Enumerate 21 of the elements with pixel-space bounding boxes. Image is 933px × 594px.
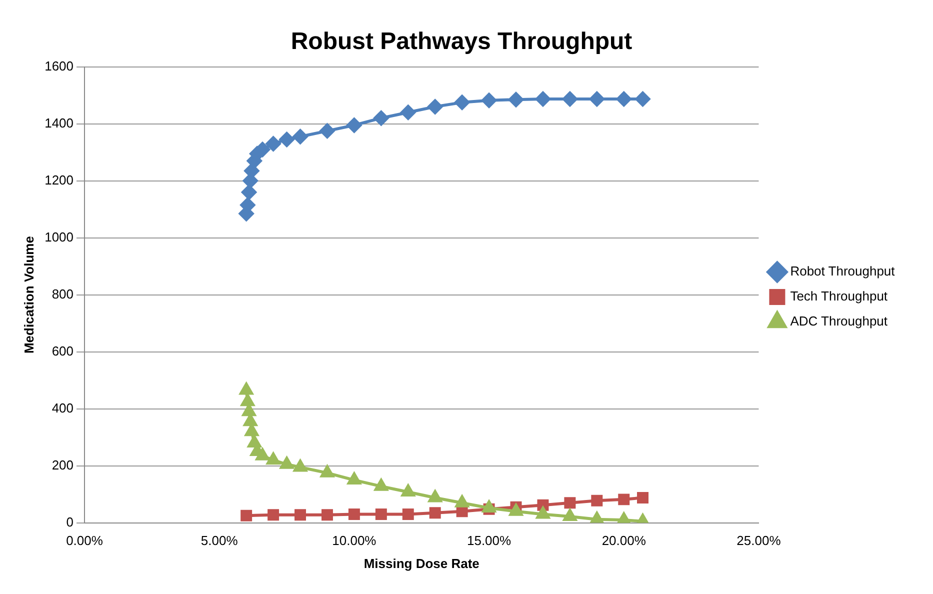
- y-tick-label: 800: [52, 286, 74, 302]
- x-tick-label: 20.00%: [602, 533, 646, 548]
- y-axis-title: Medication Volume: [21, 236, 36, 354]
- legend-label: ADC Throughput: [790, 314, 888, 329]
- y-tick-label: 1600: [44, 58, 74, 74]
- y-tick-label: 1400: [44, 115, 74, 130]
- y-tick-label: 400: [52, 400, 74, 416]
- x-tick-label: 10.00%: [332, 533, 377, 548]
- y-tick-label: 1000: [44, 229, 74, 244]
- x-tick-label: 0.00%: [66, 533, 104, 548]
- x-tick-label: 25.00%: [736, 533, 782, 548]
- x-tick-label: 5.00%: [200, 533, 238, 548]
- y-tick-label: 600: [52, 343, 74, 358]
- legend-label: Robot Throughput: [790, 264, 896, 279]
- x-axis-title: Missing Dose Rate: [364, 556, 480, 571]
- y-tick-label: 200: [52, 457, 74, 472]
- legend-label: Tech Throughput: [790, 288, 888, 304]
- chart-title: Robust Pathways Throughput: [290, 28, 632, 56]
- x-tick-label: 15.00%: [466, 533, 512, 548]
- y-tick-label: 1200: [44, 172, 74, 188]
- y-tick-label: 0: [66, 514, 74, 530]
